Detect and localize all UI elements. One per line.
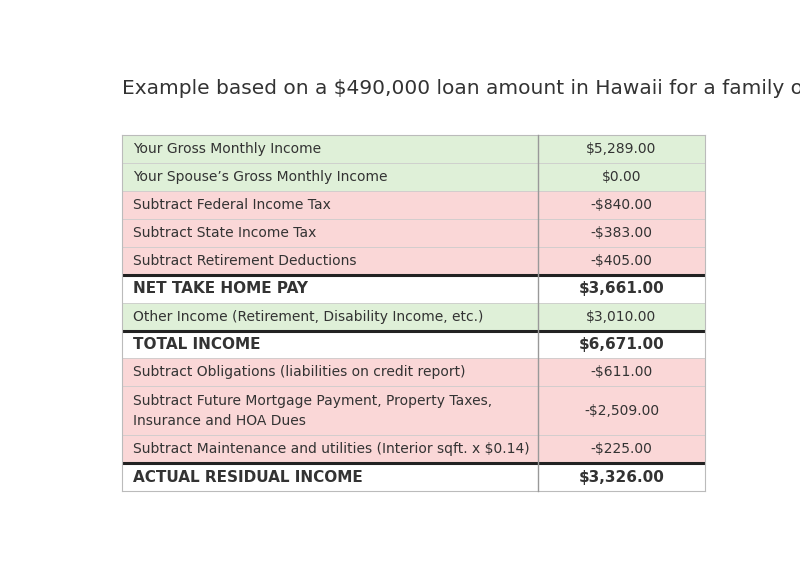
Text: $3,661.00: $3,661.00 (578, 281, 664, 296)
Text: $5,289.00: $5,289.00 (586, 142, 657, 156)
Bar (538, 331, 705, 359)
Bar (122, 246, 538, 275)
Text: Subtract Maintenance and utilities (Interior sqft. x $0.14): Subtract Maintenance and utilities (Inte… (133, 442, 530, 456)
Bar (538, 386, 705, 435)
Text: Your Gross Monthly Income: Your Gross Monthly Income (133, 142, 321, 156)
Bar (538, 163, 705, 191)
Text: Subtract Obligations (liabilities on credit report): Subtract Obligations (liabilities on cre… (133, 365, 466, 380)
Text: -$840.00: -$840.00 (590, 198, 653, 212)
Bar (122, 435, 538, 463)
Bar (122, 163, 538, 191)
Bar (538, 219, 705, 246)
Text: $3,010.00: $3,010.00 (586, 310, 657, 324)
Bar (538, 302, 705, 331)
Text: Your Spouse’s Gross Monthly Income: Your Spouse’s Gross Monthly Income (133, 170, 387, 184)
Bar (538, 463, 705, 491)
Bar (122, 135, 538, 163)
Text: TOTAL INCOME: TOTAL INCOME (133, 337, 260, 352)
Text: Other Income (Retirement, Disability Income, etc.): Other Income (Retirement, Disability Inc… (133, 310, 483, 324)
Bar (538, 275, 705, 302)
Bar (122, 275, 538, 302)
Text: -$225.00: -$225.00 (590, 442, 652, 456)
Bar (122, 331, 538, 359)
Bar (538, 135, 705, 163)
Text: Subtract Future Mortgage Payment, Property Taxes,
Insurance and HOA Dues: Subtract Future Mortgage Payment, Proper… (133, 394, 492, 428)
Text: $3,326.00: $3,326.00 (578, 470, 664, 484)
Bar (122, 463, 538, 491)
Bar (122, 386, 538, 435)
Text: ACTUAL RESIDUAL INCOME: ACTUAL RESIDUAL INCOME (133, 470, 362, 484)
Text: $0.00: $0.00 (602, 170, 642, 184)
Text: -$611.00: -$611.00 (590, 365, 653, 380)
Text: -$383.00: -$383.00 (590, 226, 653, 240)
Bar (538, 359, 705, 386)
Text: Subtract State Income Tax: Subtract State Income Tax (133, 226, 316, 240)
Text: -$405.00: -$405.00 (590, 254, 652, 268)
Bar (538, 246, 705, 275)
Bar (122, 302, 538, 331)
Text: Subtract Retirement Deductions: Subtract Retirement Deductions (133, 254, 356, 268)
Text: Example based on a $490,000 loan amount in Hawaii for a family of two: Example based on a $490,000 loan amount … (122, 78, 800, 98)
Bar (122, 219, 538, 246)
Bar (538, 191, 705, 219)
Text: -$2,509.00: -$2,509.00 (584, 404, 659, 418)
Bar (538, 435, 705, 463)
Text: NET TAKE HOME PAY: NET TAKE HOME PAY (133, 281, 308, 296)
Bar (122, 359, 538, 386)
Text: Subtract Federal Income Tax: Subtract Federal Income Tax (133, 198, 330, 212)
Bar (122, 191, 538, 219)
Text: $6,671.00: $6,671.00 (578, 337, 664, 352)
